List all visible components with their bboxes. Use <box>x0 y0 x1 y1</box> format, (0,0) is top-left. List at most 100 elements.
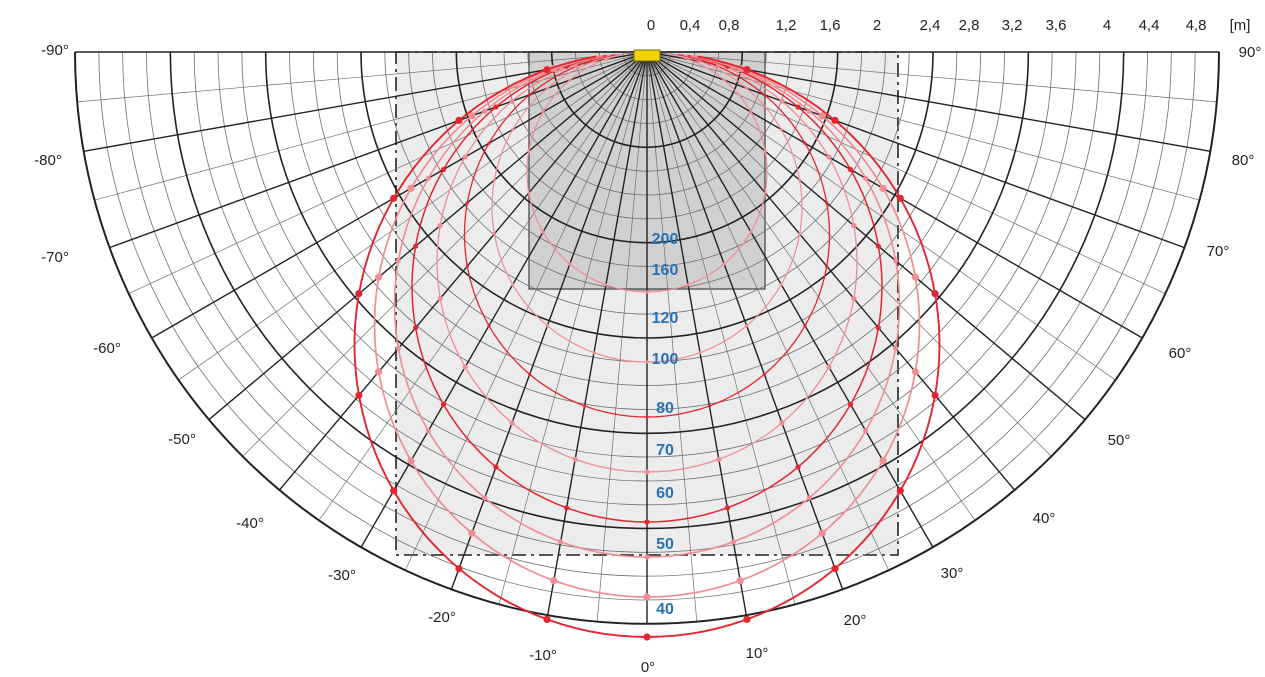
isolux-point <box>806 495 812 501</box>
isolux-point <box>686 283 690 287</box>
isolux-point <box>779 420 785 426</box>
isolux-point <box>541 230 545 234</box>
angle-label-center: 0° <box>641 659 655 676</box>
scale-tick-label: 2 <box>873 17 881 34</box>
isolux-point <box>762 372 766 376</box>
grid-ray-major <box>360 51 648 548</box>
grid-ray-major <box>109 51 648 249</box>
isolux-point <box>707 404 712 408</box>
isolux-point <box>779 98 785 104</box>
grid-ray-major <box>646 51 748 616</box>
isolux-point <box>686 57 690 61</box>
isolux-point <box>749 110 753 114</box>
angle-label: -30° <box>328 567 356 584</box>
isolux-point <box>762 93 766 97</box>
isolux-point <box>437 295 443 302</box>
angle-label: -50° <box>168 431 196 448</box>
angle-label: -90° <box>41 42 69 59</box>
angle-label: -40° <box>236 515 264 532</box>
angle-label: -80° <box>34 152 62 169</box>
isolux-point <box>413 243 419 249</box>
isolux-point <box>487 324 491 328</box>
scale-tick-label: 0,8 <box>719 17 740 34</box>
isolux-point <box>931 391 939 399</box>
isolux-point <box>425 428 431 434</box>
isolux-point <box>745 86 749 90</box>
grid-ray-major <box>278 51 648 491</box>
isolux-point <box>806 108 812 114</box>
isolux-value-label: 60 <box>656 485 674 502</box>
angle-label: 50° <box>1108 432 1131 449</box>
isolux-point <box>528 93 532 97</box>
grid-ray-major <box>546 51 648 616</box>
scale-tick-label: 3,6 <box>1046 17 1067 34</box>
isolux-point <box>730 539 737 545</box>
isolux-value-label: 160 <box>652 262 679 279</box>
isolux-point <box>644 554 650 560</box>
isolux-point <box>492 178 496 182</box>
scale-tick-label: 2,8 <box>959 17 980 34</box>
isolux-point <box>568 78 572 82</box>
isolux-point <box>825 201 829 205</box>
isolux-point <box>825 264 829 268</box>
isolux-point <box>375 273 383 281</box>
grid-ray-major <box>646 51 1185 249</box>
isolux-point <box>527 191 531 195</box>
isolux-point <box>390 194 398 202</box>
isolux-value-label: 50 <box>656 536 674 553</box>
isolux-curve <box>463 54 831 419</box>
isolux-point <box>583 404 587 408</box>
isolux-point <box>541 110 545 114</box>
scale-tick-label: 1,6 <box>820 17 841 34</box>
isolux-curve <box>353 55 941 641</box>
isolux-point <box>440 401 447 408</box>
isolux-point <box>803 324 807 328</box>
isolux-point <box>831 565 839 573</box>
isolux-point <box>743 66 751 74</box>
isolux-point <box>425 175 431 181</box>
grid-ray-major <box>646 51 1016 491</box>
isolux-point <box>462 154 468 160</box>
isolux-point <box>893 345 899 351</box>
grid-ray-major <box>646 51 1143 339</box>
isolux-point <box>643 593 651 601</box>
isolux-point <box>355 391 363 399</box>
isolux-point <box>698 351 702 355</box>
isolux-point <box>931 290 939 298</box>
isolux-point <box>592 351 596 355</box>
isolux-point <box>511 127 515 132</box>
isolux-point <box>645 290 649 294</box>
angle-label: 60° <box>1169 345 1192 362</box>
isolux-curve <box>526 53 768 294</box>
isolux-point <box>818 529 826 537</box>
isolux-point <box>355 290 363 298</box>
grid-ray-major <box>646 51 1086 421</box>
isolux-point <box>462 364 468 370</box>
diagram-labels: 0 0,4 0,8 1,2 1,6 2 2,4 2,8 3,2 3,6 4 4,4 4,8 [m] -90°… <box>34 17 1261 676</box>
isolux-point <box>779 127 783 132</box>
isolux-curve <box>411 54 883 525</box>
angle-label: 80° <box>1232 152 1255 169</box>
isolux-point <box>407 457 415 465</box>
isolux-point <box>724 505 731 511</box>
isolux-point <box>851 222 857 229</box>
angle-label: -70° <box>41 249 69 266</box>
scale-tick-label: 0,4 <box>680 17 701 34</box>
isolux-point <box>487 141 491 145</box>
isolux-point <box>875 325 882 331</box>
isolux-value-label: 40 <box>656 601 674 618</box>
isolux-point <box>795 464 801 470</box>
isolux-point <box>395 258 401 264</box>
isolux-value-label: 80 <box>656 400 674 417</box>
isolux-point <box>465 264 469 268</box>
isolux-point <box>745 324 749 328</box>
isolux-point <box>455 565 463 573</box>
grid-ray-major <box>646 51 934 548</box>
isolux-point <box>763 149 767 153</box>
isolux-point <box>795 104 801 110</box>
isolux-point <box>604 283 608 287</box>
isolux-point <box>831 116 839 124</box>
isolux-point <box>863 175 869 181</box>
isolux-point <box>437 222 443 229</box>
